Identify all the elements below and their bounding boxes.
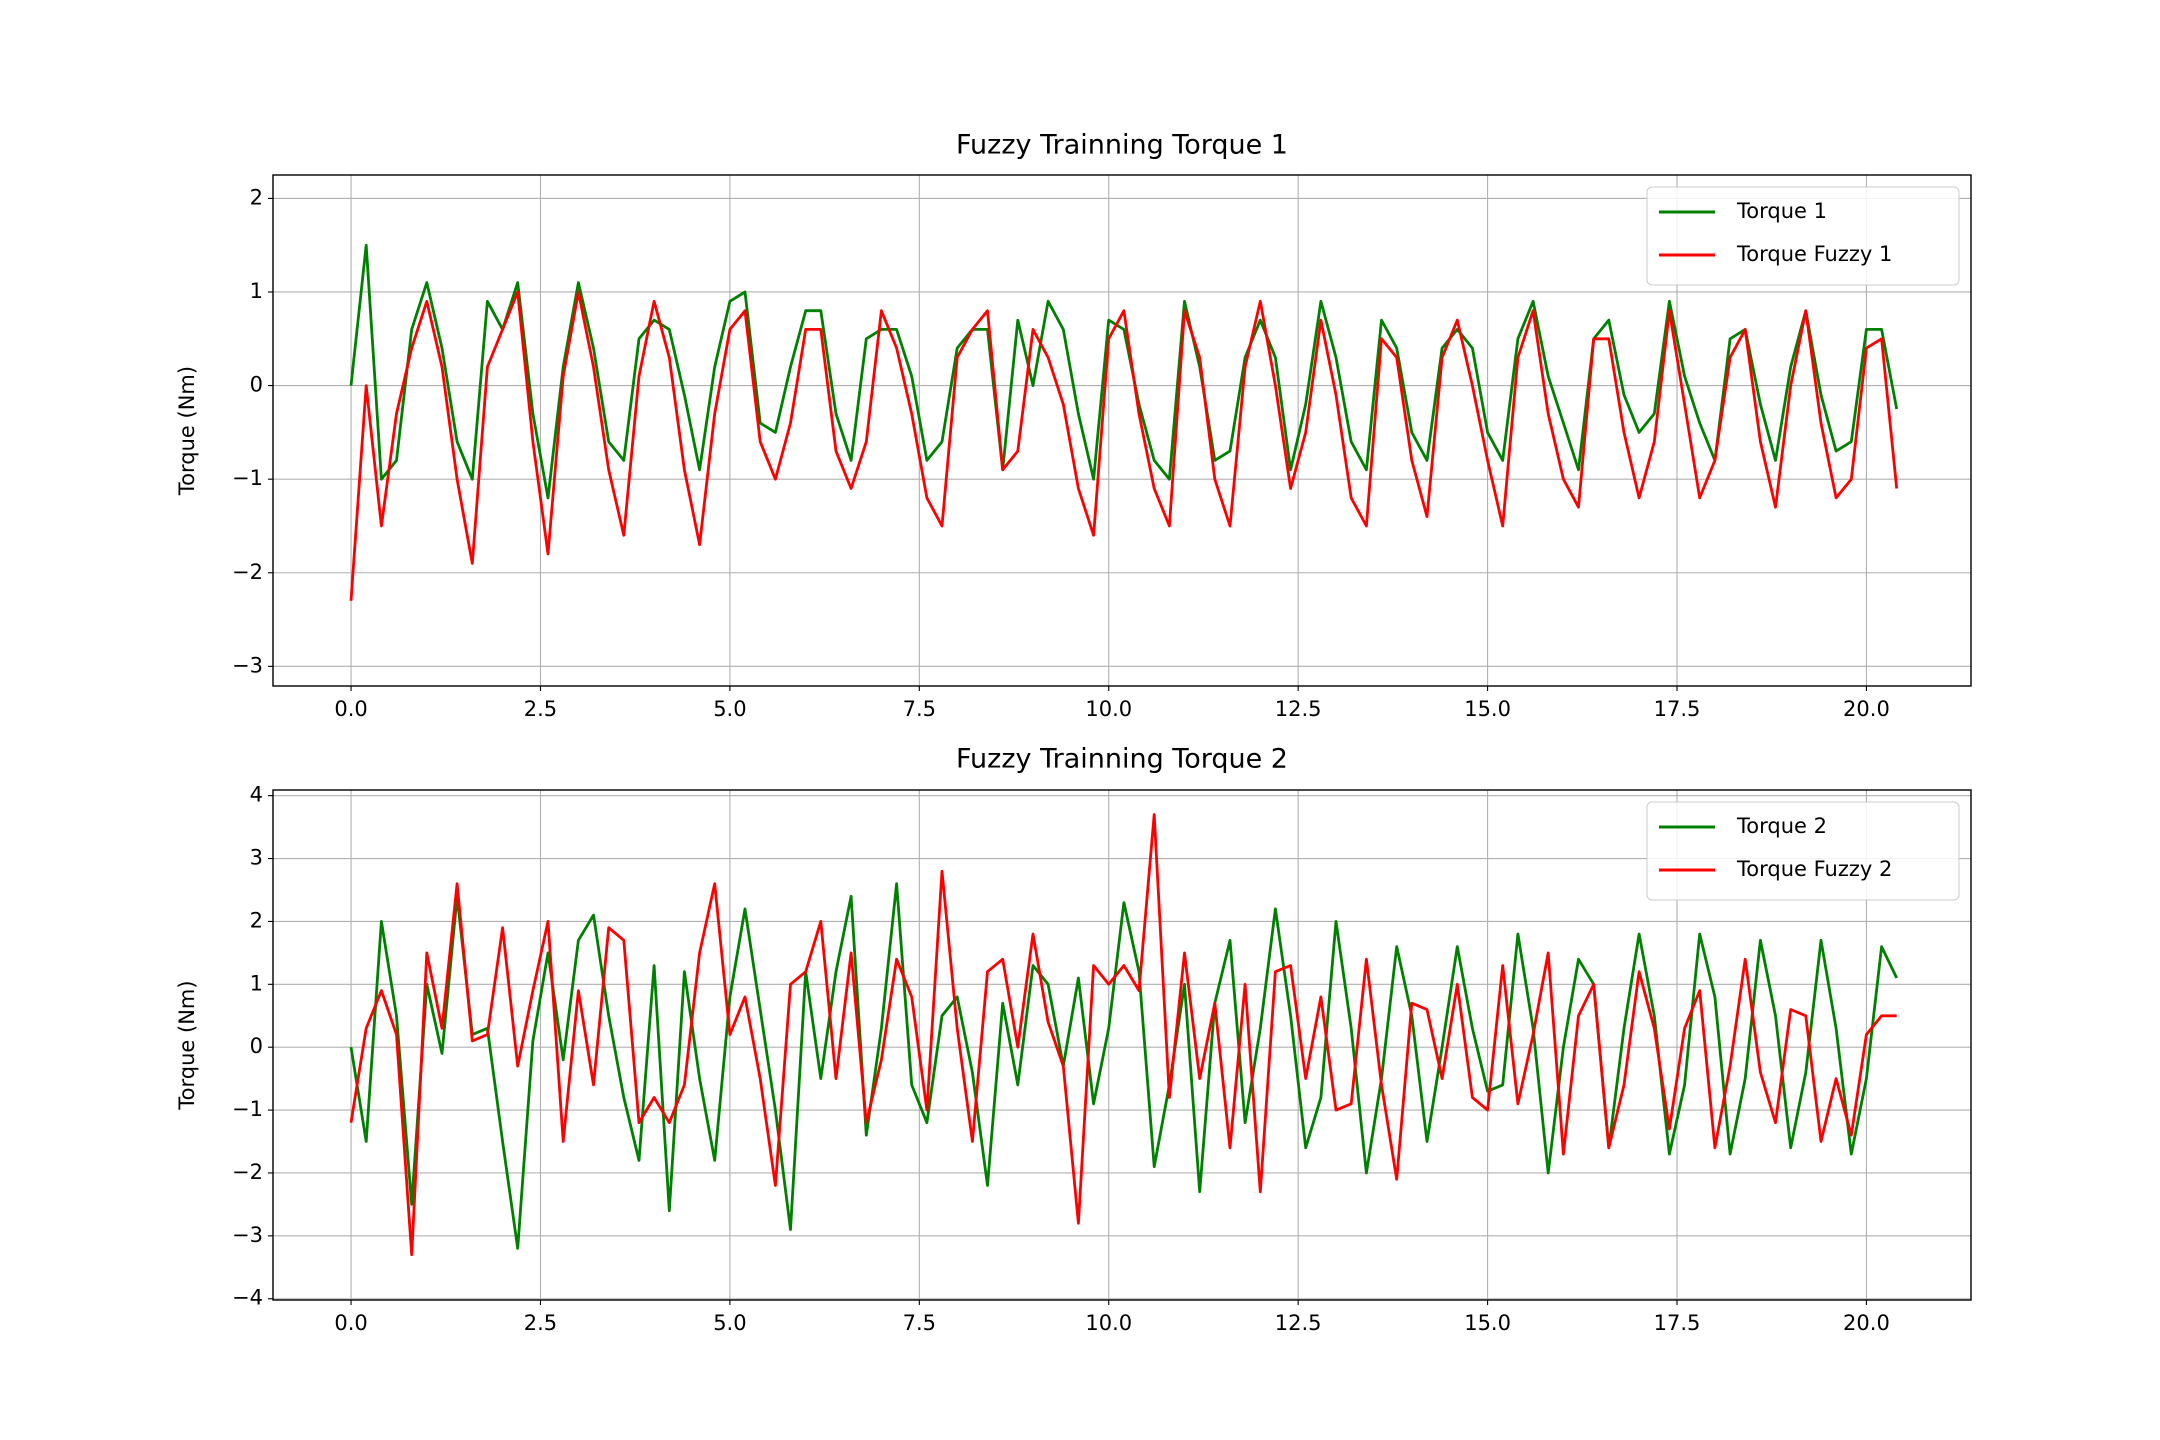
y-tick-label: 3 — [250, 846, 263, 870]
y-tick-label: 4 — [250, 783, 263, 807]
legend-box — [1646, 186, 1960, 286]
chart-title: Fuzzy Trainning Torque 1 — [956, 130, 1288, 161]
x-tick-label: 0.0 — [334, 697, 367, 721]
plot-frame — [272, 789, 1972, 1301]
x-tick-label: 7.5 — [903, 1311, 936, 1335]
chart-title: Fuzzy Trainning Torque 2 — [956, 744, 1288, 775]
y-tick-label: 1 — [250, 971, 263, 995]
y-axis-label: Torque (Nm) — [175, 980, 199, 1110]
x-tick-label: 12.5 — [1275, 1311, 1322, 1335]
legend-label: Torque 1 — [1736, 199, 1827, 223]
y-tick-label: 2 — [250, 185, 263, 209]
x-tick-label: 15.0 — [1464, 1311, 1511, 1335]
x-tick-label: 20.0 — [1843, 697, 1890, 721]
legend-label: Torque 2 — [1736, 814, 1827, 838]
y-tick-label: −3 — [232, 1223, 263, 1247]
x-tick-label: 12.5 — [1275, 697, 1322, 721]
y-tick-label: −1 — [232, 466, 263, 490]
y-tick-label: −2 — [232, 1160, 263, 1184]
x-tick-label: 17.5 — [1654, 697, 1701, 721]
y-tick-label: 1 — [250, 279, 263, 303]
data-line — [349, 813, 1897, 1257]
x-tick-label: 2.5 — [524, 697, 557, 721]
x-tick-label: 10.0 — [1085, 1311, 1132, 1335]
plot-frame — [272, 174, 1972, 687]
x-tick-label: 17.5 — [1654, 1311, 1701, 1335]
x-tick-label: 0.0 — [334, 1311, 367, 1335]
y-tick-label: −4 — [232, 1286, 263, 1310]
x-tick-label: 5.0 — [713, 1311, 746, 1335]
y-axis-label: Torque (Nm) — [175, 366, 199, 496]
y-tick-label: −1 — [232, 1097, 263, 1121]
y-tick-label: 0 — [250, 1034, 263, 1058]
x-tick-label: 20.0 — [1843, 1311, 1890, 1335]
y-tick-label: 0 — [250, 373, 263, 397]
data-line — [349, 243, 1899, 500]
y-tick-label: −3 — [232, 653, 263, 677]
y-tick-label: −2 — [232, 560, 263, 584]
x-tick-label: 5.0 — [713, 697, 746, 721]
data-line — [349, 882, 1898, 1250]
legend-label: Torque Fuzzy 2 — [1736, 857, 1892, 881]
x-tick-label: 15.0 — [1464, 697, 1511, 721]
legend-label: Torque Fuzzy 1 — [1736, 242, 1892, 266]
x-tick-label: 2.5 — [524, 1311, 557, 1335]
data-line — [349, 290, 1899, 601]
x-tick-label: 7.5 — [903, 697, 936, 721]
legend-box — [1646, 801, 1960, 901]
y-tick-label: 2 — [250, 908, 263, 932]
x-tick-label: 10.0 — [1085, 697, 1132, 721]
